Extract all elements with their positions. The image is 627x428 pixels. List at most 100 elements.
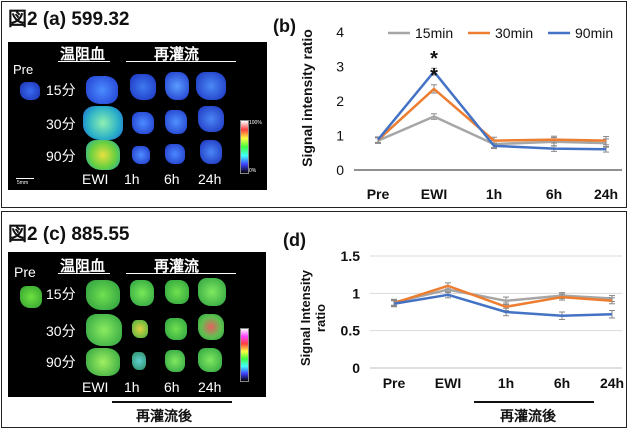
panel-c-row-pre: Pre	[14, 264, 36, 280]
panel-a-row-pre: Pre	[13, 62, 34, 77]
panel-c-col-ewi: EWI	[82, 379, 109, 395]
y-tick-label: 0.5	[341, 323, 361, 339]
significance-asterisk: *	[430, 48, 438, 70]
tissue-image	[198, 348, 222, 372]
panel-a-row-15: 15分	[46, 82, 76, 98]
tissue-image	[86, 76, 118, 104]
significance-asterisk: *	[430, 65, 438, 87]
x-tick-label: EWI	[435, 375, 461, 391]
panel-c-below-underline	[112, 401, 232, 403]
panel-c-col-1h: 1h	[124, 379, 140, 395]
tissue-image	[83, 106, 123, 140]
x-tick-label: EWI	[421, 186, 447, 202]
y-tick-label: 1	[352, 285, 360, 301]
scale-bar-label: 5mm	[17, 180, 29, 186]
panel-a-col-6h: 6h	[164, 171, 180, 187]
x-tick-label: 6h	[554, 375, 570, 391]
panel-a-col-header-left: 温阻血	[60, 46, 106, 63]
y-axis-label: Signal Intensityratio	[298, 269, 328, 366]
tissue-image	[130, 74, 156, 100]
tissue-image	[198, 278, 226, 306]
panel-a-row-90: 90分	[46, 148, 76, 164]
tissue-image	[132, 146, 150, 164]
x-tick-label: 1h	[486, 186, 502, 202]
panel-c-heading: 図2 (c) 885.55	[8, 224, 130, 245]
y-tick-label: 0	[352, 360, 360, 376]
panel-a-col-24h: 24h	[198, 171, 222, 187]
tissue-image	[86, 314, 122, 346]
tissue-image	[198, 314, 224, 340]
colorbar	[240, 328, 249, 382]
x-tick-label: 6h	[546, 186, 562, 202]
panel-c-col-header-right: 再灌流	[154, 258, 200, 275]
panel-c-below-label: 再灌流後	[136, 408, 192, 424]
legend-label: 15min	[415, 25, 453, 41]
tissue-image	[20, 82, 40, 100]
tissue-image	[165, 144, 185, 164]
y-axis-label-line: Signal Intensity	[298, 269, 313, 366]
series-line-30min	[393, 284, 613, 309]
x-tick-label: 24h	[600, 375, 624, 391]
panel-c-image: 温阻血 再灌流 Pre 15分 30分 90分 EWI 1h 6h 24h	[8, 252, 266, 397]
panel-a-heading: 図2 (a) 599.32	[8, 9, 130, 30]
y-tick-label: 2	[336, 93, 344, 109]
tissue-image	[132, 112, 154, 134]
chart-b: (b) 0 1 2 3 4 Pre EWI 1h 6h 24h Signal intensity ra…	[273, 16, 622, 202]
panel-a-col-header-right: 再灌流	[154, 46, 200, 63]
panel-label: (d)	[283, 230, 306, 250]
panel-a-image: 温阻血 再灌流 Pre 15分 30分 90分 EWI 1h 6h 24h 10…	[8, 42, 267, 190]
scale-bar	[16, 178, 34, 179]
series-line-30min	[377, 87, 607, 142]
tissue-image	[196, 72, 226, 100]
tissue-image	[130, 280, 154, 306]
series-line-90min	[377, 70, 607, 151]
x-tick-label: Pre	[383, 375, 406, 391]
tissue-image	[165, 318, 187, 340]
panel-c-underline-left	[58, 273, 110, 274]
panel-a-row-30: 30分	[46, 116, 76, 132]
tissue-image	[198, 106, 224, 132]
panel-c-col-24h: 24h	[198, 379, 222, 395]
tissue-image	[86, 348, 120, 376]
colorbar	[240, 120, 249, 174]
tissue-image	[86, 140, 120, 170]
panel-a-underline-right	[126, 61, 236, 62]
series-line-15min	[393, 288, 613, 304]
tissue-image	[165, 72, 189, 100]
panel-a-col-ewi: EWI	[82, 171, 109, 187]
tissue-image	[132, 352, 146, 370]
tissue-image	[20, 286, 42, 308]
x-tick-label: 24h	[594, 186, 618, 202]
tissue-image	[132, 320, 148, 338]
tissue-image	[165, 280, 189, 304]
panel-a-underline-left	[58, 61, 110, 62]
tissue-image	[200, 140, 222, 164]
x-tick-label: 1h	[498, 375, 514, 391]
x-tick-label: Pre	[367, 186, 390, 202]
legend-label: 90min	[575, 25, 613, 41]
chart-d: (d) 0 0.5 1 1.5 Pre EWI 1h 6h 24h Signal Intensity…	[283, 230, 624, 391]
legend-label: 30min	[495, 25, 533, 41]
tissue-image	[86, 280, 120, 310]
panel-a-col-1h: 1h	[124, 171, 140, 187]
y-tick-label: 0	[336, 162, 344, 178]
panel-c-col-6h: 6h	[164, 379, 180, 395]
panel-d-below-label: 再灌流後	[500, 408, 556, 424]
panel-c-underline-right	[126, 273, 236, 274]
colorbar-top-label: 100%	[249, 120, 262, 126]
panel-c-row-30: 30分	[46, 323, 76, 339]
panel-d-below-underline	[474, 401, 594, 403]
panel-label: (b)	[273, 16, 296, 36]
y-axis-label-line: ratio	[313, 304, 328, 332]
tissue-image	[165, 350, 185, 372]
y-tick-label: 4	[336, 24, 344, 40]
panel-c-row-15: 15分	[46, 286, 76, 302]
colorbar-bottom-label: 0%	[249, 168, 257, 174]
y-tick-label: 1	[336, 128, 344, 144]
tissue-image	[165, 110, 187, 134]
y-tick-label: 1.5	[341, 248, 361, 264]
series-line-90min	[393, 293, 613, 317]
panel-c-row-90: 90分	[46, 354, 76, 370]
y-tick-label: 3	[336, 59, 344, 75]
panel-c-col-header-left: 温阻血	[60, 258, 106, 275]
